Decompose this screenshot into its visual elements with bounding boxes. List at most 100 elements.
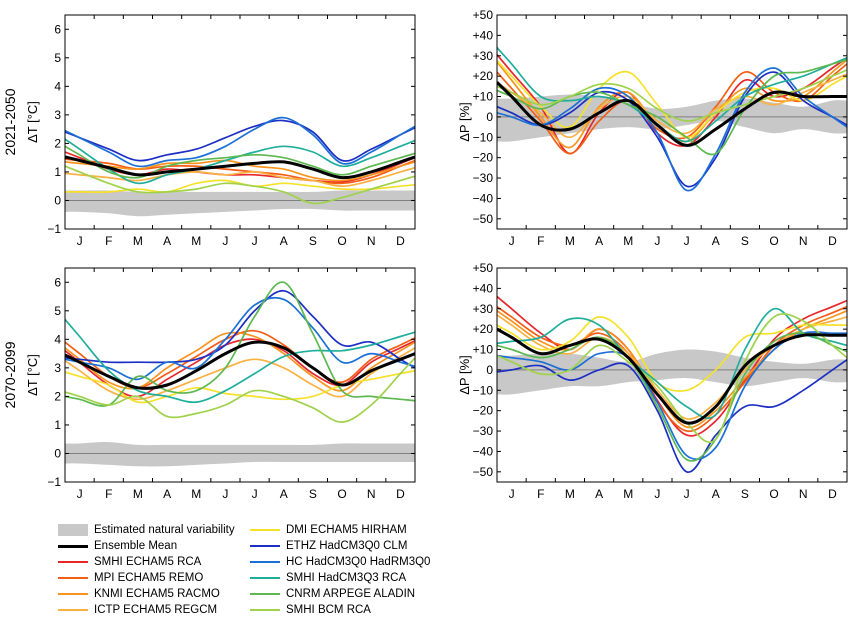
- series-line-smhi-hadcm3q3-rca: [497, 47, 847, 143]
- y-tick-label: 6: [54, 275, 61, 289]
- x-tick-label: J: [509, 487, 515, 501]
- series-line-cnrm-arpege-aladin: [497, 332, 847, 462]
- y-tick-label: −20: [473, 151, 494, 165]
- y-tick-label: +20: [473, 322, 494, 336]
- x-tick-label: O: [337, 487, 346, 501]
- x-tick-label: J: [509, 234, 515, 248]
- x-tick-label: D: [828, 234, 837, 248]
- y-tick-label: 3: [54, 108, 61, 122]
- x-tick-label: A: [712, 234, 720, 248]
- y-tick-label: 5: [54, 51, 61, 65]
- y-tick-label: −10: [473, 383, 494, 397]
- series-line-smhi-bcm-rca: [65, 357, 415, 423]
- legend-label: ICTP ECHAM5 REGCM: [94, 604, 218, 616]
- y-tick-label: +50: [473, 261, 494, 275]
- y-tick-label: 0: [486, 363, 493, 377]
- series-line-cnrm-arpege-aladin: [497, 58, 847, 156]
- series-line-mpi-echam5-remo: [497, 305, 847, 433]
- x-tick-label: A: [163, 234, 171, 248]
- y-tick-label: +40: [473, 281, 494, 295]
- series-line-smhi-bcm-rca: [497, 69, 847, 122]
- panel-2: −50 −40 −30 −20 −10 0 +10 +20 +30 +40 +50 J F M A M J J A S…: [457, 8, 848, 248]
- y-tick-label: 5: [54, 304, 61, 318]
- x-tick-label: M: [623, 234, 633, 248]
- legend-item: SMHI HadCM3Q3 RCA: [250, 570, 406, 586]
- series-line-ensemble-mean: [65, 155, 415, 180]
- series-line-hc-hadcm3q0-hadrm3q0: [65, 116, 415, 168]
- legend-swatch: [58, 609, 88, 611]
- series-line-hc-hadcm3q0-hadrm3q0: [65, 296, 415, 381]
- y-tick-label: −30: [473, 171, 494, 185]
- y-tick-label: −40: [473, 191, 494, 205]
- x-tick-label: J: [252, 487, 258, 501]
- x-tick-label: O: [337, 234, 346, 248]
- x-tick-label: S: [741, 487, 749, 501]
- x-tick-label: J: [222, 487, 228, 501]
- y-tick-label: 2: [54, 389, 61, 403]
- legend-item: ICTP ECHAM5 REGCM: [58, 602, 217, 618]
- y-tick-label: 0: [54, 193, 61, 207]
- x-tick-label: O: [769, 234, 778, 248]
- legend-item: CNRM ARPEGE ALADIN: [250, 586, 415, 602]
- series-line-hc-hadcm3q0-hadrm3q0: [497, 67, 847, 192]
- x-tick-label: A: [595, 487, 603, 501]
- x-tick-label: D: [828, 487, 837, 501]
- x-tick-label: M: [565, 487, 575, 501]
- x-tick-label: M: [191, 234, 201, 248]
- legend-item: SMHI ECHAM5 RCA: [58, 554, 201, 570]
- natural-variability-band: [65, 190, 415, 217]
- x-tick-label: F: [105, 234, 112, 248]
- y-axis-label: ΔP [%]: [457, 102, 472, 142]
- natural-variability-band: [497, 349, 847, 395]
- legend-label: SMHI BCM RCA: [286, 604, 371, 616]
- row-label: 2021-2050: [2, 88, 18, 155]
- y-axis-label: ΔT [°C]: [25, 101, 40, 143]
- legend-item: DMI ECHAM5 HIRHAM: [250, 522, 407, 538]
- panel-3: −1 0 1 2 3 4 5 6 J F M A M J J A S O N D ΔT [°C] 2070-2099: [2, 267, 416, 501]
- y-tick-label: +40: [473, 28, 494, 42]
- legend-label: MPI ECHAM5 REMO: [94, 572, 204, 584]
- legend-item: Estimated natural variability: [58, 522, 235, 538]
- legend-swatch: [250, 577, 280, 579]
- series-line-hc-hadcm3q0-hadrm3q0: [497, 331, 847, 461]
- legend-swatch: [250, 545, 280, 547]
- legend-label: SMHI ECHAM5 RCA: [94, 556, 202, 568]
- series-line-smhi-hadcm3q3-rca: [65, 318, 415, 404]
- x-tick-label: N: [367, 234, 376, 248]
- legend-swatch: [250, 561, 280, 563]
- legend-swatch: [58, 544, 88, 548]
- series-line-smhi-bcm-rca: [497, 313, 847, 444]
- legend-label: KNMI ECHAM5 RACMO: [94, 588, 220, 600]
- series-line-ensemble-mean: [497, 81, 847, 147]
- x-tick-label: N: [799, 234, 808, 248]
- panel-4: −50 −40 −30 −20 −10 0 +10 +20 +30 +40 +50 J F M A M J J A S…: [457, 261, 848, 501]
- legend-label: DMI ECHAM5 HIRHAM: [286, 524, 407, 536]
- natural-variability-band: [65, 442, 415, 467]
- x-tick-label: S: [309, 487, 317, 501]
- y-tick-label: 2: [54, 136, 61, 150]
- series-line-ictp-echam5-regcm: [65, 347, 415, 401]
- x-tick-label: J: [77, 234, 83, 248]
- x-tick-label: A: [163, 487, 171, 501]
- legend-label: HC HadCM3Q0 HadRM3Q0: [286, 556, 431, 568]
- x-tick-label: D: [396, 234, 405, 248]
- series-line-smhi-hadcm3q3-rca: [497, 307, 847, 420]
- y-tick-label: +50: [473, 8, 494, 22]
- x-tick-label: O: [769, 487, 778, 501]
- x-tick-label: A: [280, 487, 288, 501]
- x-tick-label: S: [309, 234, 317, 248]
- x-tick-label: N: [799, 487, 808, 501]
- legend-swatch: [58, 593, 88, 595]
- y-tick-label: 4: [54, 332, 61, 346]
- legend-swatch: [250, 593, 280, 595]
- y-tick-label: −1: [47, 222, 61, 236]
- y-tick-label: 0: [54, 446, 61, 460]
- y-axis-label: ΔT [°C]: [25, 354, 40, 396]
- series-line-cnrm-arpege-aladin: [65, 281, 415, 407]
- y-tick-label: −50: [473, 465, 494, 479]
- x-tick-label: D: [396, 487, 405, 501]
- x-tick-label: M: [565, 234, 575, 248]
- x-tick-label: M: [133, 487, 143, 501]
- y-tick-label: −1: [47, 475, 61, 489]
- y-tick-label: 6: [54, 22, 61, 36]
